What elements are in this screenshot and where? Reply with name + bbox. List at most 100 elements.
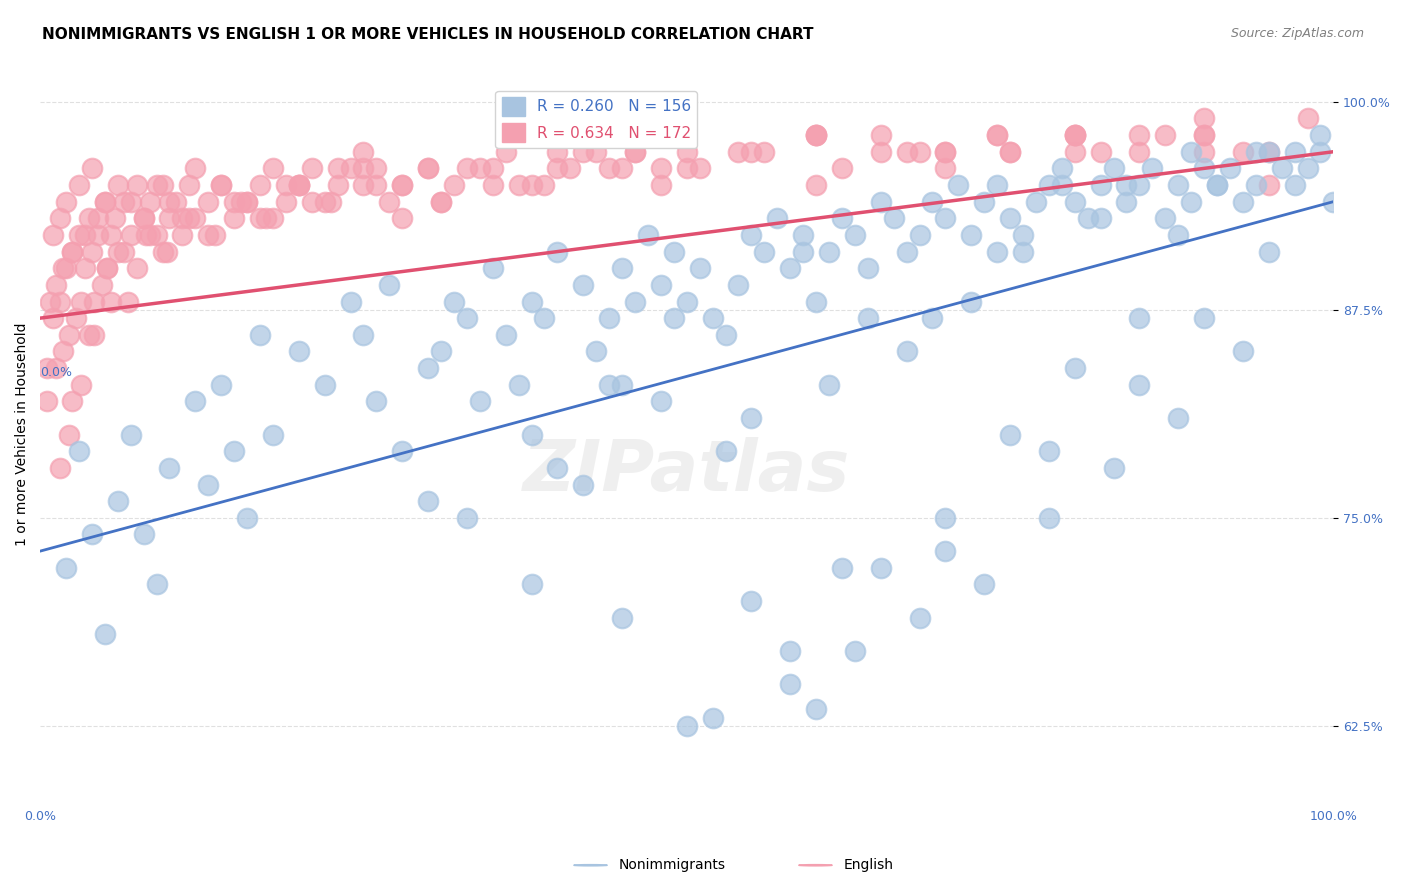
Point [391, 444, 413, 458]
Point [1063, 145, 1085, 159]
Point [456, 311, 478, 326]
Point [262, 211, 284, 226]
Point [65, 311, 87, 326]
Point [675, 145, 697, 159]
Point [177, 178, 200, 192]
Point [152, 178, 174, 192]
Point [481, 178, 503, 192]
Point [1050, 161, 1073, 176]
Point [650, 394, 672, 409]
Point [998, 145, 1021, 159]
Point [804, 702, 827, 716]
Point [1192, 112, 1215, 126]
Point [1232, 145, 1254, 159]
Point [156, 244, 179, 259]
Point [934, 211, 956, 226]
Point [598, 161, 620, 176]
Point [287, 178, 309, 192]
Point [1012, 244, 1035, 259]
Point [1167, 411, 1189, 425]
Point [80, 161, 103, 176]
Point [100, 227, 122, 242]
Point [1206, 178, 1229, 192]
Point [675, 719, 697, 733]
Point [831, 561, 853, 575]
Point [869, 145, 891, 159]
Point [908, 145, 931, 159]
Point [132, 527, 155, 541]
Point [1296, 161, 1319, 176]
Point [52, 344, 75, 359]
Point [184, 211, 207, 226]
Point [48, 211, 70, 226]
Point [55, 561, 77, 575]
Point [127, 178, 149, 192]
Point [869, 128, 891, 142]
Point [145, 577, 167, 591]
Point [366, 161, 388, 176]
Point [637, 227, 659, 242]
Point [1025, 194, 1047, 209]
Point [224, 194, 246, 209]
Point [1063, 128, 1085, 142]
Point [1154, 128, 1177, 142]
Point [145, 227, 167, 242]
Point [754, 244, 776, 259]
Point [314, 194, 336, 209]
Point [391, 211, 413, 226]
Point [689, 261, 711, 276]
Point [1271, 161, 1294, 176]
Point [1038, 444, 1060, 458]
Point [740, 594, 762, 608]
Point [740, 227, 762, 242]
Point [1128, 178, 1150, 192]
Point [287, 344, 309, 359]
Point [1128, 311, 1150, 326]
Point [624, 294, 647, 309]
Point [1102, 161, 1125, 176]
Point [1154, 211, 1177, 226]
Point [1244, 145, 1267, 159]
Point [1180, 194, 1202, 209]
Point [792, 227, 814, 242]
Point [1128, 145, 1150, 159]
Point [1192, 145, 1215, 159]
Point [152, 244, 174, 259]
Point [42, 227, 65, 242]
Point [1192, 311, 1215, 326]
Point [702, 710, 724, 724]
Point [650, 161, 672, 176]
Point [430, 194, 453, 209]
Text: 0.0%: 0.0% [41, 366, 72, 379]
Point [844, 644, 866, 658]
Point [1180, 145, 1202, 159]
Point [948, 178, 970, 192]
Point [986, 244, 1008, 259]
Point [172, 211, 194, 226]
Point [896, 145, 918, 159]
Point [508, 377, 530, 392]
Point [986, 128, 1008, 142]
Point [896, 244, 918, 259]
Point [352, 161, 374, 176]
Point [236, 511, 259, 525]
Point [236, 194, 259, 209]
Point [416, 161, 439, 176]
Point [804, 128, 827, 142]
Point [80, 527, 103, 541]
Point [456, 161, 478, 176]
Point [249, 327, 271, 342]
Point [197, 227, 219, 242]
Point [1128, 377, 1150, 392]
Point [585, 145, 607, 159]
Point [229, 194, 252, 209]
Point [117, 294, 139, 309]
Point [287, 178, 309, 192]
Point [209, 178, 232, 192]
Point [546, 145, 568, 159]
Point [804, 294, 827, 309]
Point [48, 294, 70, 309]
Point [301, 161, 323, 176]
Point [120, 194, 142, 209]
Point [352, 178, 374, 192]
